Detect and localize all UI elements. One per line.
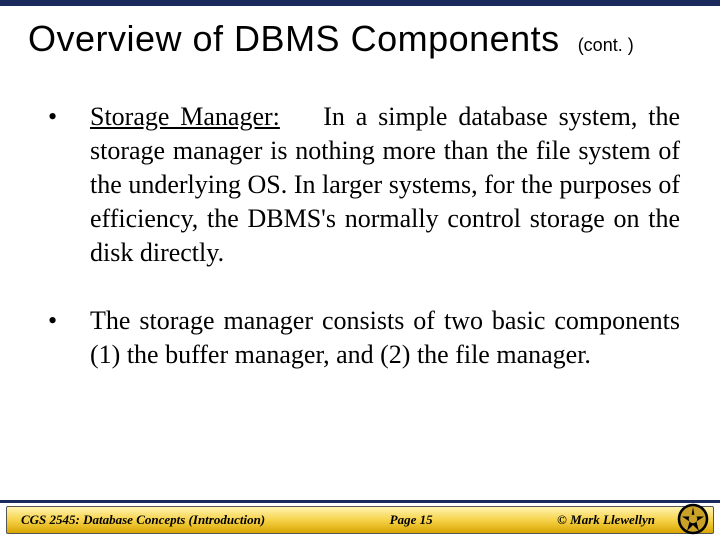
bullet-item: • The storage manager consists of two ba… bbox=[48, 304, 680, 372]
page-title: Overview of DBMS Components bbox=[28, 18, 560, 60]
content-area: • Storage Manager: In a simple database … bbox=[48, 100, 680, 406]
bullet-item: • Storage Manager: In a simple database … bbox=[48, 100, 680, 270]
bullet-term: Storage Manager: bbox=[90, 102, 280, 131]
footer-course: CGS 2545: Database Concepts (Introductio… bbox=[21, 512, 265, 528]
bullet-text: Storage Manager: In a simple database sy… bbox=[90, 100, 680, 270]
footer-bar: CGS 2545: Database Concepts (Introductio… bbox=[6, 506, 714, 534]
bullet-marker: • bbox=[48, 304, 62, 372]
footer: CGS 2545: Database Concepts (Introductio… bbox=[0, 500, 720, 540]
title-row: Overview of DBMS Components (cont. ) bbox=[28, 18, 692, 60]
bullet-text: The storage manager consists of two basi… bbox=[90, 304, 680, 372]
footer-divider bbox=[0, 500, 720, 503]
ucf-logo-icon bbox=[676, 502, 710, 536]
bullet-marker: • bbox=[48, 100, 62, 270]
bullet-body: The storage manager consists of two basi… bbox=[90, 306, 680, 369]
top-rule bbox=[0, 0, 720, 6]
continuation-label: (cont. ) bbox=[578, 35, 634, 56]
footer-page-number: Page 15 bbox=[265, 512, 557, 528]
